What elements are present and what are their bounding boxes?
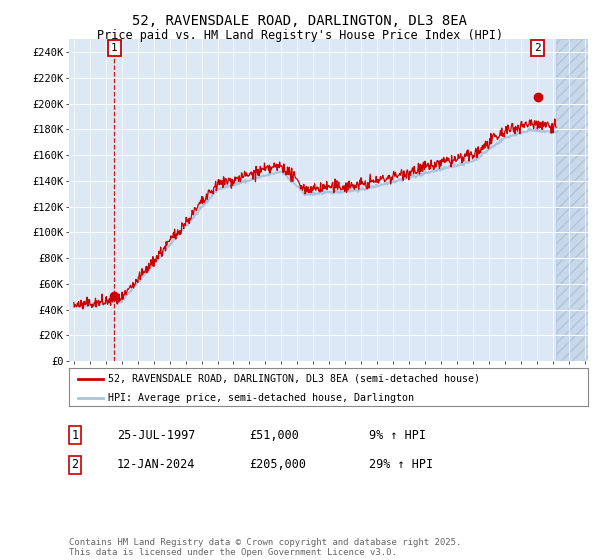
Text: Price paid vs. HM Land Registry's House Price Index (HPI): Price paid vs. HM Land Registry's House … xyxy=(97,29,503,42)
Text: 52, RAVENSDALE ROAD, DARLINGTON, DL3 8EA (semi-detached house): 52, RAVENSDALE ROAD, DARLINGTON, DL3 8EA… xyxy=(108,374,480,384)
Bar xyxy=(556,39,593,361)
Text: 29% ↑ HPI: 29% ↑ HPI xyxy=(369,458,433,472)
Text: 1: 1 xyxy=(71,428,79,442)
Text: Contains HM Land Registry data © Crown copyright and database right 2025.
This d: Contains HM Land Registry data © Crown c… xyxy=(69,538,461,557)
Text: HPI: Average price, semi-detached house, Darlington: HPI: Average price, semi-detached house,… xyxy=(108,393,414,403)
Text: 52, RAVENSDALE ROAD, DARLINGTON, DL3 8EA: 52, RAVENSDALE ROAD, DARLINGTON, DL3 8EA xyxy=(133,14,467,28)
Text: 2: 2 xyxy=(534,43,541,53)
Text: £205,000: £205,000 xyxy=(249,458,306,472)
Text: 9% ↑ HPI: 9% ↑ HPI xyxy=(369,428,426,442)
Text: 2: 2 xyxy=(71,458,79,472)
Text: 12-JAN-2024: 12-JAN-2024 xyxy=(117,458,196,472)
Text: 25-JUL-1997: 25-JUL-1997 xyxy=(117,428,196,442)
Text: 1: 1 xyxy=(111,43,118,53)
Text: £51,000: £51,000 xyxy=(249,428,299,442)
